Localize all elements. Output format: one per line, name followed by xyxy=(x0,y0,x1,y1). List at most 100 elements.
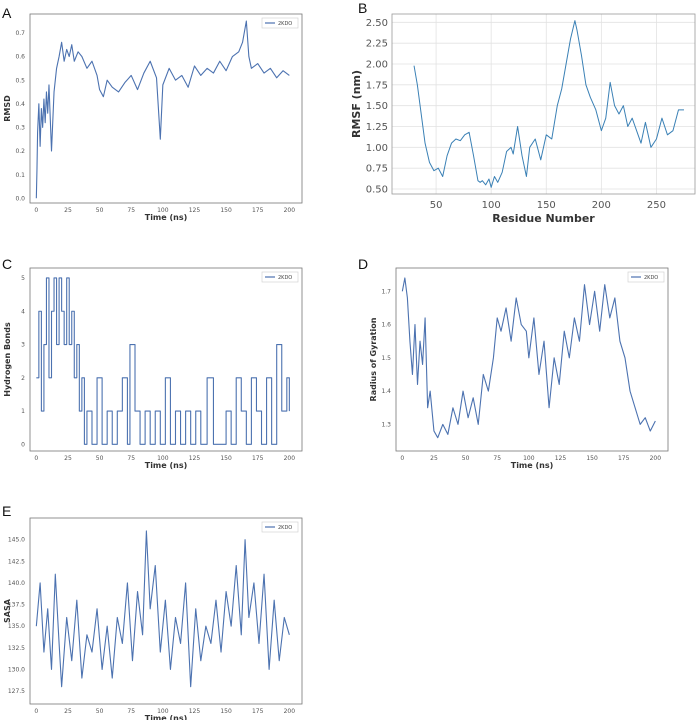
series-line-e xyxy=(35,530,290,688)
plot-frame-c xyxy=(29,267,303,452)
y-axis-title: RMSF (nm) xyxy=(350,70,363,138)
x-tick-label: 175 xyxy=(252,708,264,715)
x-tick-label: 125 xyxy=(189,455,201,462)
legend-label-a: 2KDO xyxy=(278,21,292,27)
chart-d: 0 25 50 75 100 125 150 175 200 1.3 1.4 1.5 1.6 1.7 Tim… xyxy=(369,267,669,470)
y-tick-label: 0.1 xyxy=(15,172,25,179)
x-tick-label: 50 xyxy=(96,207,104,214)
y-tick-label: 2.50 xyxy=(366,18,388,29)
x-tick-label: 125 xyxy=(555,455,567,462)
y-tick-label: 0.50 xyxy=(366,185,388,196)
plot-frame-a xyxy=(29,13,303,204)
y-tick-label: 1.50 xyxy=(366,101,388,112)
x-tick-label: 50 xyxy=(96,708,104,715)
series-line-a xyxy=(35,20,290,199)
x-tick-label: 175 xyxy=(252,207,264,214)
y-axis-title: SASA xyxy=(3,598,12,623)
series-line-d xyxy=(401,277,656,439)
y-tick-label: 1.25 xyxy=(366,122,388,133)
x-tick-label: 200 xyxy=(650,455,662,462)
y-tick-label: 1 xyxy=(21,408,25,415)
y-tick-label: 0.2 xyxy=(15,148,25,155)
series-line-c xyxy=(36,277,290,445)
y-tick-label: 3 xyxy=(21,342,25,349)
x-tick-label: 50 xyxy=(462,455,470,462)
x-tick-label: 200 xyxy=(284,708,296,715)
x-tick-label: 25 xyxy=(64,207,72,214)
legend-box-e xyxy=(261,521,299,533)
x-tick-label: 150 xyxy=(220,708,232,715)
x-tick-label: 100 xyxy=(523,455,535,462)
y-tick-label: 1.3 xyxy=(381,421,391,428)
y-tick-label: 0.7 xyxy=(15,30,25,37)
y-tick-label: 0 xyxy=(21,441,25,448)
legend-box-c xyxy=(261,271,299,283)
y-tick-label: 0.75 xyxy=(366,164,388,175)
x-tick-label: 100 xyxy=(482,200,501,211)
y-tick-label: 145.0 xyxy=(8,537,25,544)
y-tick-label: 140.0 xyxy=(8,580,25,587)
panel-label-e: E xyxy=(2,503,12,519)
x-tick-label: 50 xyxy=(96,455,104,462)
x-tick-label: 100 xyxy=(157,207,169,214)
y-tick-label: 5 xyxy=(21,275,25,282)
x-tick-label: 0 xyxy=(34,708,38,715)
x-tick-label: 150 xyxy=(537,200,556,211)
plot-frame-d xyxy=(395,267,669,452)
y-tick-label: 127.5 xyxy=(8,688,25,695)
y-tick-label: 135.0 xyxy=(8,623,25,630)
x-tick-label: 200 xyxy=(284,455,296,462)
panel-label-a: A xyxy=(2,5,12,21)
x-tick-label: 150 xyxy=(586,455,598,462)
x-tick-label: 125 xyxy=(189,708,201,715)
y-tick-label: 2 xyxy=(21,375,25,382)
x-tick-label: 0 xyxy=(34,207,38,214)
x-axis-title: Residue Number xyxy=(492,212,595,225)
x-tick-label: 0 xyxy=(34,455,38,462)
x-axis-title: Time (ns) xyxy=(145,213,188,222)
plot-frame-e xyxy=(29,517,303,705)
y-tick-label: 1.75 xyxy=(366,80,388,91)
y-tick-label: 0.3 xyxy=(15,125,25,132)
y-tick-label: 0.0 xyxy=(15,195,25,202)
x-tick-label: 150 xyxy=(220,455,232,462)
x-tick-label: 175 xyxy=(618,455,630,462)
x-tick-label: 25 xyxy=(64,455,72,462)
panel-label-b: B xyxy=(358,0,368,16)
legend-box-d xyxy=(627,271,665,283)
x-tick-label: 0 xyxy=(400,455,404,462)
y-tick-label: 0.6 xyxy=(15,54,25,61)
y-tick-label: 130.0 xyxy=(8,666,25,673)
plot-frame-b xyxy=(391,13,696,195)
legend-label-d: 2KDO xyxy=(644,275,658,281)
y-tick-label: 132.5 xyxy=(8,645,25,652)
y-axis-title: Hydrogen Bonds xyxy=(3,322,12,397)
x-tick-label: 150 xyxy=(220,207,232,214)
x-tick-label: 25 xyxy=(430,455,438,462)
x-tick-label: 100 xyxy=(157,455,169,462)
x-tick-label: 250 xyxy=(647,200,666,211)
y-tick-label: 142.5 xyxy=(8,558,25,565)
y-tick-label: 1.5 xyxy=(381,355,391,362)
panel-label-d: D xyxy=(358,256,369,272)
x-axis-title: Time (ns) xyxy=(511,461,554,470)
panel-label-c: C xyxy=(2,256,13,272)
x-tick-label: 75 xyxy=(127,708,135,715)
y-tick-label: 1.4 xyxy=(381,388,391,395)
chart-a: 0 25 50 75 100 125 150 175 200 0.0 0.1 0.2 0.3 0.4 0.5… xyxy=(3,13,303,222)
x-tick-label: 175 xyxy=(252,455,264,462)
legend-box-a xyxy=(261,17,299,29)
legend-label-c: 2KDO xyxy=(278,275,292,281)
chart-c: 0 25 50 75 100 125 150 175 200 0 1 2 3 4 5 Time (ns) Hyd… xyxy=(3,267,303,470)
x-tick-label: 75 xyxy=(127,207,135,214)
x-tick-label: 75 xyxy=(127,455,135,462)
x-tick-label: 100 xyxy=(157,708,169,715)
y-tick-label: 2.25 xyxy=(366,39,388,50)
x-tick-label: 200 xyxy=(284,207,296,214)
y-tick-label: 2.00 xyxy=(366,60,388,71)
y-tick-label: 137.5 xyxy=(8,602,25,609)
x-axis-title: Time (ns) xyxy=(145,714,188,720)
x-tick-label: 50 xyxy=(430,200,443,211)
